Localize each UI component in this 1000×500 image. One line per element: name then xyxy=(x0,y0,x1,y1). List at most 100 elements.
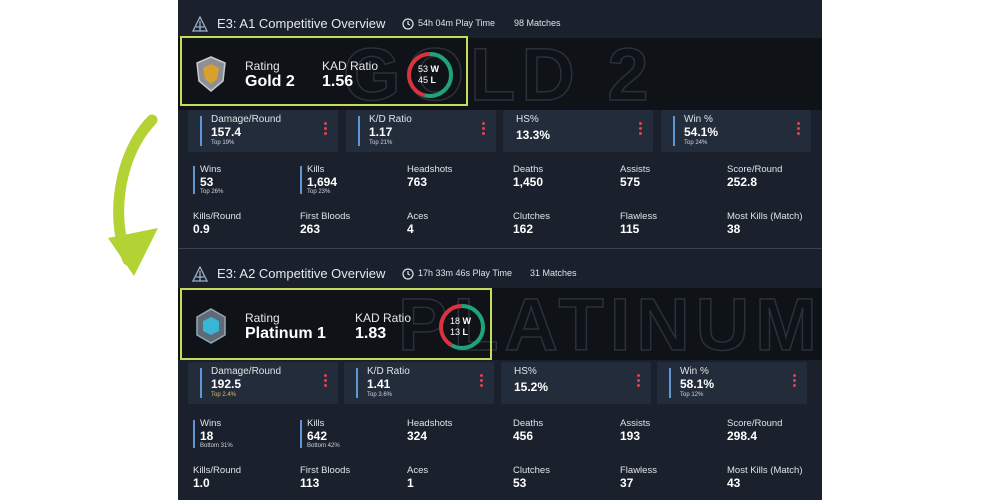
card-label: HS% xyxy=(514,366,537,377)
card-label: HS% xyxy=(516,114,539,125)
win-loss-ring xyxy=(407,52,453,98)
stat-value: 4 xyxy=(407,222,414,236)
menu-dot xyxy=(324,379,327,382)
play-time: 17h 33m 46s Play Time xyxy=(418,268,513,278)
stat-label: Headshots xyxy=(407,164,453,175)
l-label: L xyxy=(462,327,469,337)
card-bar xyxy=(356,368,358,398)
play-time: 54h 04m Play Time xyxy=(418,18,496,28)
menu-dot xyxy=(482,132,485,135)
clock-face xyxy=(402,268,414,280)
stat-value: 162 xyxy=(513,222,534,236)
menu-dot xyxy=(793,379,796,382)
menu-dot xyxy=(639,127,642,130)
card-bar xyxy=(358,116,360,146)
stat-card: Win % 54.1% Top 24% xyxy=(661,110,811,152)
stat-value: 324 xyxy=(407,429,428,443)
card-value: 13.3% xyxy=(516,128,551,142)
card-label: Damage/Round xyxy=(211,114,282,125)
stat-label: Clutches xyxy=(513,211,550,222)
game-logo xyxy=(192,266,208,282)
menu-dot xyxy=(324,374,327,377)
stat-label: Most Kills (Match) xyxy=(727,211,803,222)
stat-label: Assists xyxy=(620,164,651,175)
menu-button[interactable] xyxy=(636,120,646,138)
card-label: Win % xyxy=(684,114,713,125)
card-label: K/D Ratio xyxy=(367,366,410,377)
menu-dot xyxy=(637,379,640,382)
card-bar xyxy=(200,368,202,398)
menu-dot xyxy=(324,127,327,130)
clock-icon xyxy=(402,268,414,280)
stat-sub: Bottom 42% xyxy=(307,443,340,449)
losses: 45 xyxy=(418,75,429,85)
rating-label: Rating xyxy=(245,59,280,73)
stat-bar xyxy=(300,166,302,194)
game-logo xyxy=(192,16,208,32)
clock-face xyxy=(402,18,414,30)
stat-value: 763 xyxy=(407,175,428,189)
menu-button[interactable] xyxy=(794,120,804,138)
card-value: 58.1% xyxy=(680,377,715,391)
losses-row: 13 L xyxy=(450,327,468,337)
card-value: 192.5 xyxy=(211,377,242,391)
stat-label: Flawless xyxy=(620,465,657,476)
stat-value: 53 xyxy=(200,175,214,189)
stat-value: 43 xyxy=(727,476,741,490)
stat-value: 0.9 xyxy=(193,222,210,236)
rating-label: Rating xyxy=(245,311,280,325)
stat-sub: Bottom 31% xyxy=(200,443,233,449)
card-label: K/D Ratio xyxy=(369,114,412,125)
stat-value: 1 xyxy=(407,476,414,490)
win-loss-ring xyxy=(439,304,485,350)
card-sub: Top 21% xyxy=(369,140,393,146)
w-label: W xyxy=(430,64,440,74)
stat-label: Kills/Round xyxy=(193,211,242,222)
watermark: GOLD 2 xyxy=(342,38,655,110)
card-value: 1.17 xyxy=(369,125,393,139)
win-arc xyxy=(407,52,453,98)
stat-label: Aces xyxy=(407,465,429,476)
menu-dot xyxy=(480,374,483,377)
kad-label: KAD Ratio xyxy=(322,59,379,73)
kad-label: KAD Ratio xyxy=(355,311,412,325)
stat-card: K/D Ratio 1.41 Top 3.6% xyxy=(344,362,494,404)
panel: GOLD 2 E3: A1 Competitive Overview 54h 04m… xyxy=(178,0,822,500)
menu-button[interactable] xyxy=(321,372,331,390)
divider xyxy=(178,248,822,249)
rank-icon xyxy=(196,56,226,92)
menu-button[interactable] xyxy=(634,372,644,390)
kad-value: 1.83 xyxy=(355,325,387,342)
menu-button[interactable] xyxy=(321,120,331,138)
card-sub: Top 19% xyxy=(211,140,235,146)
stat-value: 1,694 xyxy=(307,175,338,189)
stat-value: 252.8 xyxy=(727,175,758,189)
stat-label: Kills/Round xyxy=(193,465,242,476)
w-label: W xyxy=(462,316,472,326)
menu-button[interactable] xyxy=(479,120,489,138)
highlight-box xyxy=(180,36,468,106)
stat-value: 456 xyxy=(513,429,534,443)
stat-bar xyxy=(300,420,302,448)
stat-card: Win % 58.1% Top 12% xyxy=(657,362,807,404)
stat-sub: Top 23% xyxy=(307,189,331,195)
menu-dot xyxy=(639,132,642,135)
menu-button[interactable] xyxy=(790,372,800,390)
card-value: 15.2% xyxy=(514,380,549,394)
stat-sub: Top 26% xyxy=(200,189,224,195)
stat-label: First Bloods xyxy=(300,211,351,222)
stat-bar xyxy=(193,420,195,448)
section-title: E3: A2 Competitive Overview xyxy=(217,266,386,281)
menu-button[interactable] xyxy=(477,372,487,390)
stat-value: 1.0 xyxy=(193,476,210,490)
menu-dot xyxy=(324,122,327,125)
menu-dot xyxy=(797,127,800,130)
stat-label: Score/Round xyxy=(727,418,783,429)
menu-dot xyxy=(482,122,485,125)
stat-value: 263 xyxy=(300,222,321,236)
stat-label: Wins xyxy=(200,164,222,175)
menu-dot xyxy=(639,122,642,125)
stat-value: 193 xyxy=(620,429,641,443)
stat-value: 115 xyxy=(620,222,640,236)
